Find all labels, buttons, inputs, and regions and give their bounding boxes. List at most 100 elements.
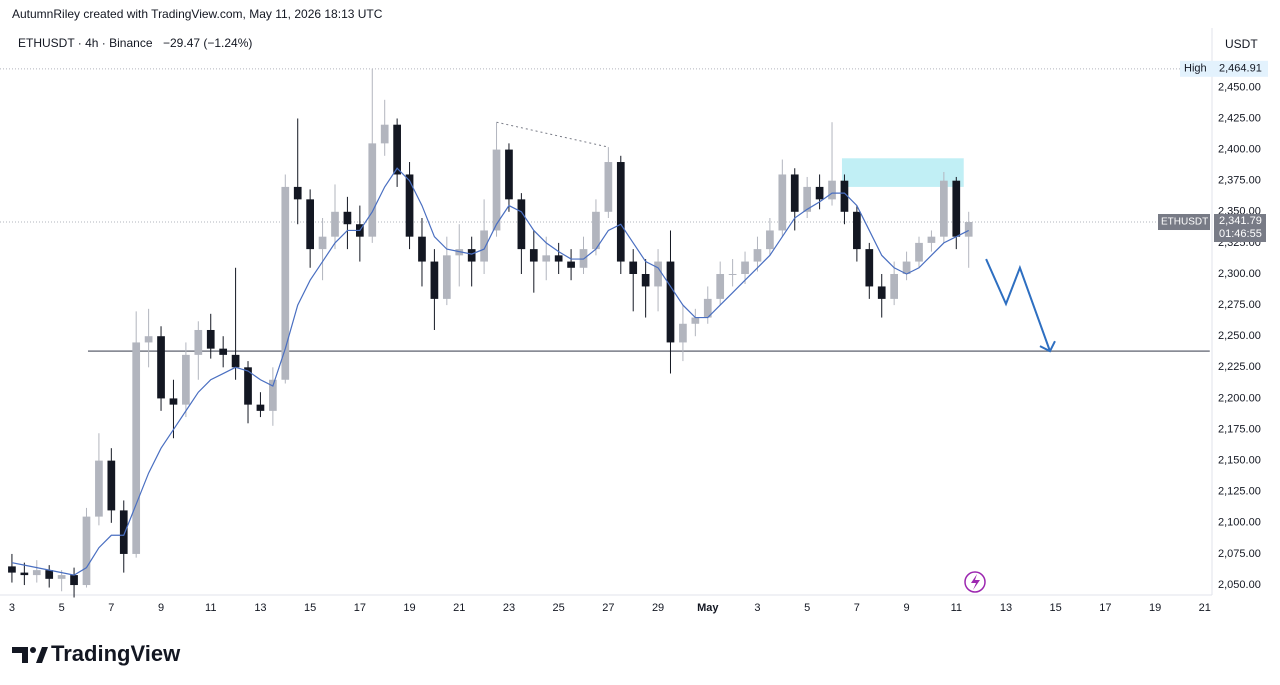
candle-body <box>157 336 165 399</box>
symbol-label: ETHUSDT <box>1161 217 1208 228</box>
candle-body <box>380 124 389 144</box>
x-tick-label: 19 <box>403 602 415 614</box>
price-change: −29.47 (−1.24%) <box>163 36 252 50</box>
candle-body <box>45 570 54 579</box>
candle-body <box>32 570 41 576</box>
x-tick-label: 7 <box>854 602 860 614</box>
x-tick-label: 15 <box>304 602 316 614</box>
x-tick-label: 5 <box>804 602 810 614</box>
y-tick-label: 2,425.00 <box>1218 112 1261 124</box>
candle-body <box>467 249 476 262</box>
candle-body <box>505 149 513 200</box>
price-label-box <box>1214 214 1266 243</box>
symbol-label-box <box>1158 214 1210 231</box>
candle-body <box>778 174 787 231</box>
candle-body <box>405 174 414 237</box>
high-price: 2,464.91 <box>1219 63 1262 75</box>
candle-body <box>616 162 625 262</box>
candle-body <box>902 261 911 274</box>
candle-body <box>915 242 923 262</box>
candle-body <box>865 249 874 287</box>
candle-body <box>853 211 861 250</box>
y-tick-label: 2,225.00 <box>1218 361 1261 373</box>
candle-body <box>318 236 327 250</box>
candle-body <box>70 575 78 586</box>
x-tick-label: 19 <box>1149 602 1161 614</box>
countdown: 01:46:55 <box>1219 228 1262 240</box>
candle-body <box>790 174 799 212</box>
candle-body <box>293 186 302 200</box>
lightning-icon <box>964 571 986 593</box>
candle-body <box>666 261 675 343</box>
candle-body <box>231 354 240 368</box>
y-tick-label: 2,100.00 <box>1218 517 1261 529</box>
projection-path <box>985 258 1051 352</box>
x-tick-label: 11 <box>205 602 216 614</box>
candle-body <box>132 342 141 554</box>
candle-body <box>728 274 737 275</box>
x-tick-label: 21 <box>1199 602 1211 614</box>
candle-body <box>393 124 401 175</box>
brand-logo <box>12 647 48 663</box>
candle-body <box>592 211 600 250</box>
candle-body <box>716 274 725 299</box>
projection-arrowhead <box>1039 340 1056 353</box>
candle-body <box>430 261 439 299</box>
candle-body <box>691 317 700 324</box>
candle-body <box>119 510 128 554</box>
candle-body <box>244 367 252 405</box>
x-tick-label: 3 <box>9 602 15 614</box>
candle-body <box>219 348 228 355</box>
candle-body <box>567 261 575 268</box>
x-tick-label: 11 <box>951 602 962 614</box>
candle-body <box>703 298 712 318</box>
candle-body <box>766 230 774 250</box>
candle-body <box>368 143 377 237</box>
y-tick-label: 2,250.00 <box>1218 330 1261 342</box>
x-tick-label: 15 <box>1050 602 1062 614</box>
candle-body <box>840 180 849 212</box>
x-tick-label: 29 <box>652 602 664 614</box>
y-tick-label: 2,275.00 <box>1218 299 1261 311</box>
candle-body <box>629 261 638 274</box>
candle-body <box>952 180 961 237</box>
candle-body <box>343 211 352 225</box>
candle-body <box>554 255 563 262</box>
x-tick-label: 23 <box>503 602 515 614</box>
candle-body <box>8 566 16 573</box>
candle-body <box>206 329 215 349</box>
candle-body <box>753 249 762 262</box>
candle-body <box>940 180 948 237</box>
candle-body <box>604 162 613 212</box>
candle-body <box>815 186 824 200</box>
high-label: High <box>1184 63 1207 75</box>
candle-body <box>741 261 749 274</box>
x-tick-label: 5 <box>59 602 65 614</box>
y-tick-label: 2,050.00 <box>1218 579 1261 591</box>
candle-body <box>890 274 899 299</box>
y-tick-label: 2,125.00 <box>1218 486 1261 498</box>
candle-body <box>964 222 973 237</box>
candle-body <box>57 575 66 579</box>
symbol-line: ETHUSDT · 4h · Binance <box>18 36 153 50</box>
candle-body <box>654 261 662 287</box>
candle-body <box>95 460 103 517</box>
y-tick-label: 2,400.00 <box>1218 143 1261 155</box>
candle-body <box>256 404 265 411</box>
y-tick-label: 2,200.00 <box>1218 392 1261 404</box>
x-tick-label: 13 <box>254 602 266 614</box>
y-unit: USDT <box>1225 37 1258 51</box>
candle-body <box>306 199 314 250</box>
candle-body <box>20 572 29 576</box>
x-tick-label: 17 <box>354 602 366 614</box>
brand-name: TradingView <box>51 641 181 666</box>
candle-body <box>455 249 464 256</box>
moving-average <box>11 167 969 576</box>
candle-body <box>517 199 526 250</box>
candle-body <box>803 186 812 212</box>
candle-body <box>144 336 153 343</box>
x-tick-label: 13 <box>1000 602 1012 614</box>
x-tick-label: 9 <box>904 602 910 614</box>
